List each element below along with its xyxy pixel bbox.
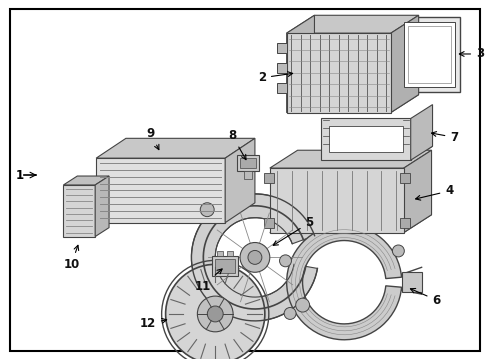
Bar	[277, 83, 287, 93]
Wedge shape	[287, 225, 402, 340]
Polygon shape	[321, 146, 433, 160]
Bar	[217, 251, 223, 256]
Polygon shape	[287, 33, 391, 113]
Text: 2: 2	[258, 71, 293, 84]
Bar	[212, 256, 238, 276]
Circle shape	[284, 307, 296, 319]
Circle shape	[207, 306, 223, 322]
Circle shape	[279, 255, 292, 267]
Polygon shape	[391, 15, 418, 113]
Text: 4: 4	[416, 184, 454, 200]
Bar	[277, 63, 287, 73]
Bar	[237, 155, 259, 171]
Polygon shape	[287, 15, 315, 113]
Bar	[277, 43, 287, 53]
Circle shape	[200, 203, 214, 217]
Bar	[329, 126, 403, 152]
Polygon shape	[225, 138, 255, 223]
Circle shape	[248, 251, 262, 264]
Text: 5: 5	[273, 216, 314, 246]
Circle shape	[166, 264, 265, 360]
Polygon shape	[404, 150, 432, 233]
Polygon shape	[63, 176, 109, 185]
Wedge shape	[192, 194, 318, 321]
Bar	[264, 218, 274, 228]
Polygon shape	[95, 176, 109, 237]
Text: 11: 11	[194, 269, 222, 293]
Polygon shape	[287, 95, 418, 113]
Text: 3: 3	[460, 48, 484, 60]
Bar	[264, 173, 274, 183]
Polygon shape	[411, 105, 433, 160]
Text: 7: 7	[432, 131, 459, 144]
Bar	[399, 17, 460, 92]
Bar	[244, 171, 252, 179]
Circle shape	[392, 245, 404, 257]
Polygon shape	[270, 215, 432, 233]
Polygon shape	[321, 118, 411, 160]
Bar	[400, 173, 410, 183]
Polygon shape	[63, 185, 95, 237]
Text: 9: 9	[147, 127, 159, 150]
Text: 1: 1	[16, 168, 24, 181]
Bar	[240, 158, 256, 168]
Circle shape	[240, 243, 270, 272]
Polygon shape	[270, 150, 432, 168]
Bar	[408, 26, 451, 83]
Circle shape	[295, 298, 310, 312]
Text: 10: 10	[63, 245, 79, 271]
Bar	[400, 218, 410, 228]
Bar	[402, 272, 421, 292]
Text: 8: 8	[228, 129, 246, 159]
Text: 6: 6	[411, 288, 441, 307]
Bar	[227, 251, 233, 256]
Text: 12: 12	[140, 318, 167, 330]
Circle shape	[197, 296, 233, 332]
Polygon shape	[270, 168, 404, 233]
Bar	[404, 22, 455, 87]
Polygon shape	[287, 15, 418, 33]
Bar	[215, 260, 235, 273]
Polygon shape	[96, 138, 255, 158]
Polygon shape	[96, 158, 225, 223]
